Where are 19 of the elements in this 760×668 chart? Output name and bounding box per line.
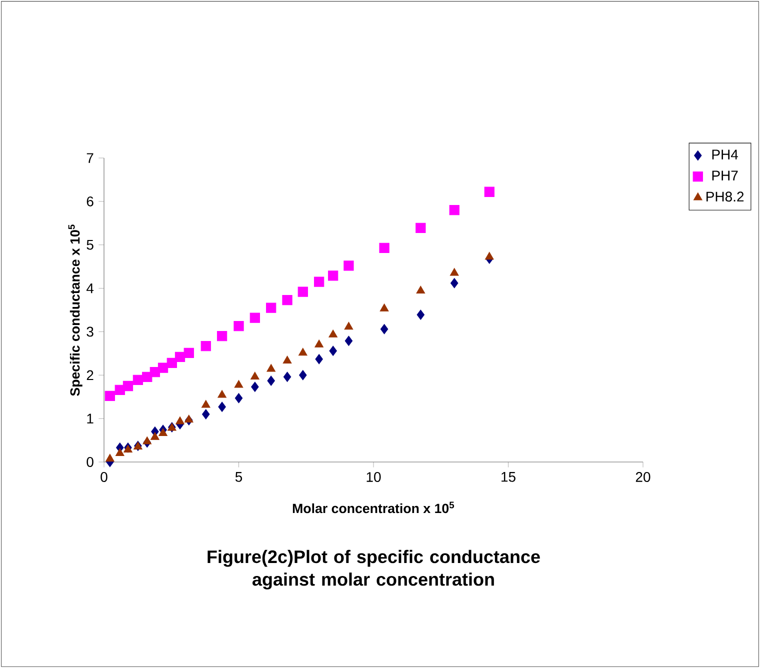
x-tick-label: 15 <box>502 472 516 482</box>
x-tick-label: 0 <box>100 472 108 482</box>
x-axis-title: Molar concentration x 10$^{5}$ <box>292 502 454 514</box>
y-tick-label: 2 <box>86 370 94 380</box>
y-tick-label: 3 <box>86 326 94 337</box>
x-tick-label: 10 <box>366 472 381 482</box>
y-tick-label: 6 <box>86 196 94 206</box>
y-tick-label: 7 <box>86 153 94 163</box>
text: Figure(2c)Plot of specific conductance against molar concentration <box>208 550 540 590</box>
y-tick-label: 4 <box>86 283 94 294</box>
x-tick-label: 20 <box>636 472 650 482</box>
y-tick-label: 1 <box>87 414 94 424</box>
y-axis-title: Specific conductance x 10$^{5}$ <box>68 224 82 396</box>
legend-label: PH7 <box>712 170 738 180</box>
legend-label: PH8.2 <box>706 192 744 202</box>
legend-label: PH4 <box>712 150 738 160</box>
y-tick-label: 5 <box>86 240 94 250</box>
y-tick-label: 0 <box>86 457 94 467</box>
x-tick-label: 5 <box>235 472 242 482</box>
